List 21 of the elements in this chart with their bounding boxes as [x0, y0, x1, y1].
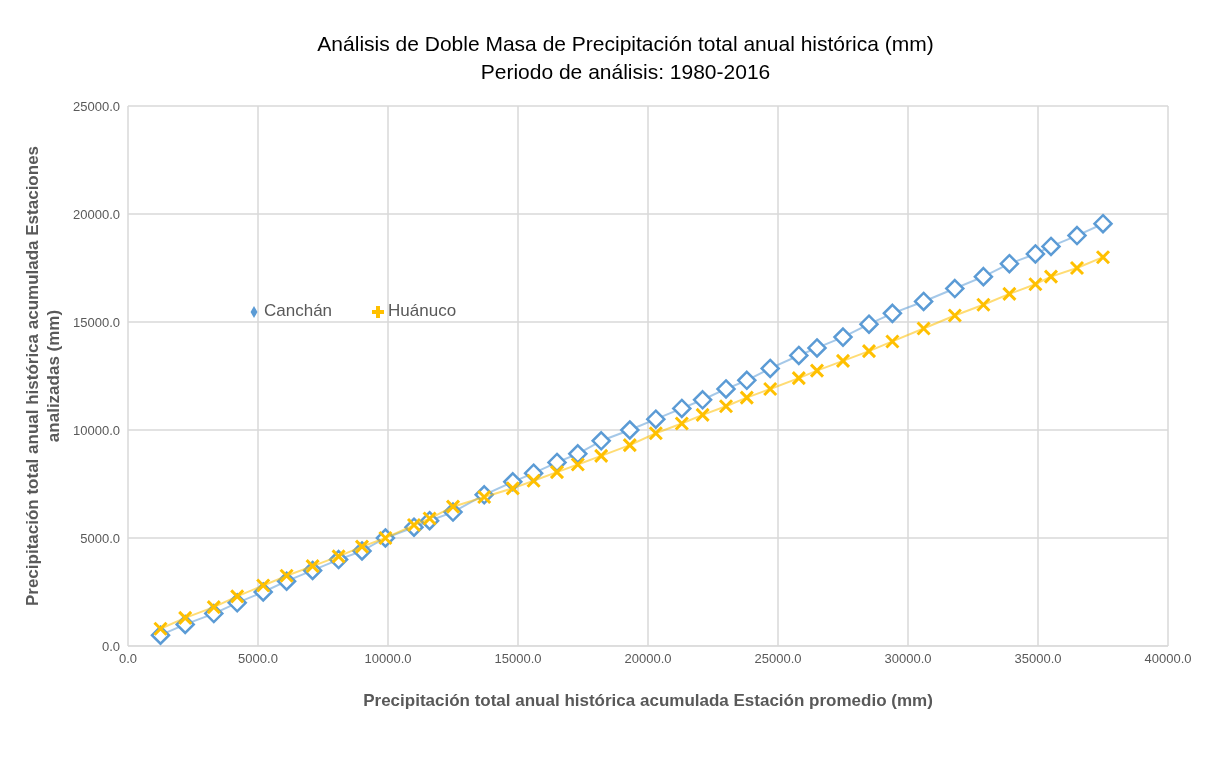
legend-label: Huánuco	[388, 301, 457, 320]
x-axis-title: Precipitación total anual histórica acumulada Estación promedio (mm)	[363, 691, 933, 710]
x-tick-label: 35000.0	[1014, 651, 1062, 667]
y-axis-title: Precipitación total anual histórica acumulada Estaciones analizadas (mm)	[23, 145, 63, 607]
x-tick-label: 40000.0	[1144, 651, 1192, 667]
x-tick-label: 15000.0	[494, 651, 542, 667]
x-tick-label: 0.0	[118, 651, 138, 667]
chart-title: Análisis de Doble Masa de Precipitación total anual histórica (mm)	[316, 31, 935, 57]
legend-label: Canchán	[264, 301, 333, 320]
x-tick-label: 20000.0	[624, 651, 672, 667]
y-tick-label: 25000.0	[73, 98, 120, 114]
x-tick-label: 25000.0	[754, 651, 802, 667]
y-tick-label: 0.0	[101, 638, 120, 654]
x-tick-label: 10000.0	[364, 651, 412, 667]
y-tick-label: 15000.0	[73, 314, 120, 330]
chart-subtitle: Periodo de análisis: 1980-2016	[479, 59, 772, 85]
x-tick-label: 30000.0	[884, 651, 932, 667]
y-tick-label: 20000.0	[73, 206, 120, 222]
x-tick-label: 5000.0	[238, 651, 278, 667]
y-tick-label: 10000.0	[73, 422, 120, 438]
y-tick-label: 5000.0	[80, 530, 120, 546]
